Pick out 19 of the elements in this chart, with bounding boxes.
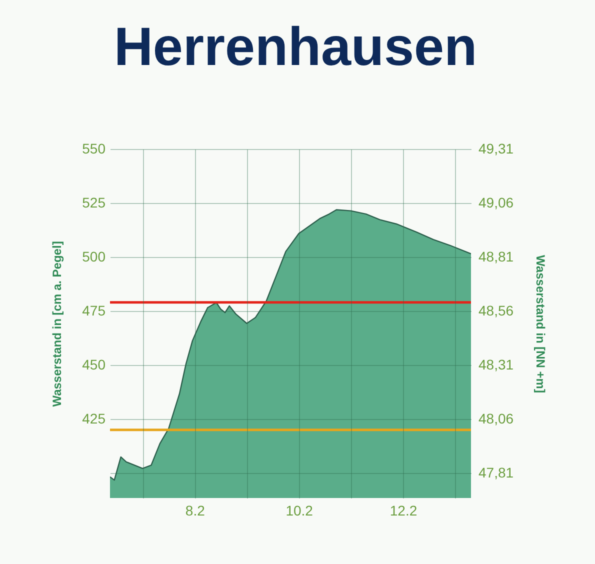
chart-title: Herrenhausen — [114, 17, 478, 77]
y2-tick-label: 48,81 — [478, 248, 514, 265]
y2-tick-label: 49,06 — [478, 194, 514, 211]
y-tick-label: 500 — [82, 248, 106, 265]
y2-tick-label: 48,56 — [478, 302, 514, 319]
y2-tick-label: 48,06 — [478, 410, 514, 427]
y-tick-label: 475 — [82, 302, 106, 319]
x-tick-label: 12.2 — [390, 502, 418, 518]
y-tick-label: 525 — [82, 194, 106, 211]
y-tick-label: 550 — [82, 140, 106, 156]
y2-tick-label: 49,31 — [478, 140, 514, 156]
y-axis-title: Wasserstand in [cm a. Pegel] — [50, 241, 64, 407]
y2-tick-label: 47,81 — [478, 464, 514, 481]
x-tick-label: 10.2 — [286, 502, 314, 518]
y-tick-label: 450 — [82, 356, 106, 373]
y2-axis-title: Wasserstand in [NN +m] — [534, 255, 548, 393]
x-tick-label: 8.2 — [185, 502, 206, 518]
y2-tick-label: 48,31 — [478, 356, 514, 373]
y-tick-label: 425 — [82, 410, 106, 427]
